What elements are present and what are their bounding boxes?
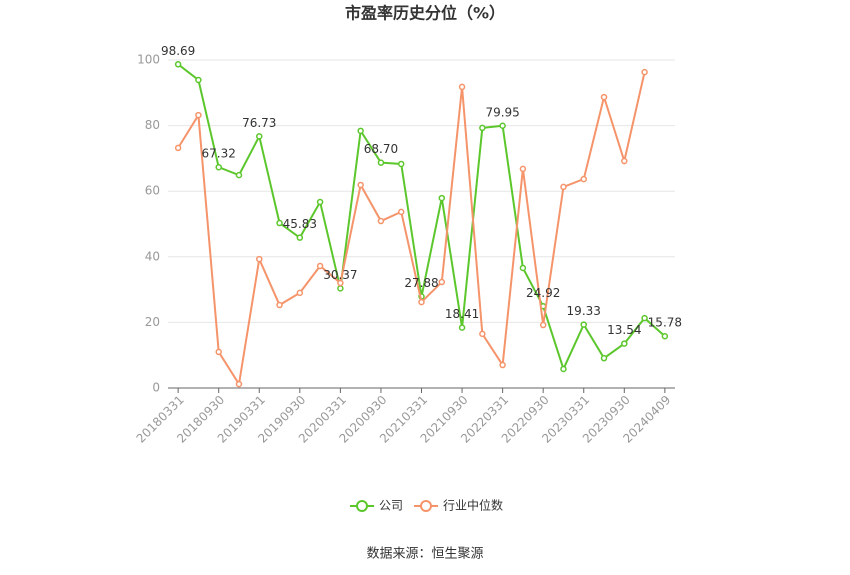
series (174, 61, 669, 373)
point (560, 183, 567, 191)
point (276, 219, 283, 227)
y-tick-label: 40 (145, 249, 160, 263)
point (641, 68, 648, 76)
point (519, 264, 527, 272)
point (256, 255, 263, 263)
data-label: 19.33 (567, 304, 601, 318)
point (337, 285, 344, 292)
point (397, 208, 405, 216)
point (479, 330, 486, 338)
point (256, 133, 263, 140)
point (377, 217, 385, 225)
legend-marker (420, 500, 432, 512)
series-line (177, 71, 646, 387)
data-label: 24.92 (526, 286, 560, 300)
y-tick-label: 60 (145, 184, 160, 198)
data-label: 30.37 (323, 268, 357, 282)
data-label: 27.88 (404, 276, 438, 290)
data-label: 98.69 (161, 44, 195, 58)
point (479, 124, 486, 132)
point (276, 301, 283, 309)
source-note: 数据来源：恒生聚源 (366, 547, 483, 562)
point (499, 122, 506, 130)
point (235, 380, 243, 388)
point (560, 365, 567, 373)
data-label: 79.95 (485, 105, 519, 119)
y-tick-label: 20 (145, 315, 160, 329)
point (357, 127, 364, 135)
data-label: 67.32 (202, 147, 236, 161)
point (580, 321, 587, 328)
point (195, 111, 202, 119)
point (337, 279, 344, 287)
point (600, 354, 608, 362)
point (296, 234, 304, 241)
point (357, 181, 364, 189)
point (418, 298, 425, 306)
point (641, 314, 648, 322)
point (316, 262, 324, 270)
point (174, 61, 182, 68)
data-label: 45.83 (283, 217, 317, 231)
data-label: 15.78 (648, 316, 682, 330)
chart-title: 市盈率历史分位（%） (345, 4, 505, 23)
point (600, 93, 608, 101)
point (377, 159, 385, 166)
legend-label: 行业中位数 (443, 498, 503, 513)
y-tick-label: 0 (152, 381, 160, 395)
point (621, 157, 628, 165)
point (458, 324, 466, 331)
point (458, 83, 466, 91)
point (397, 160, 405, 168)
point (316, 198, 324, 206)
y-tick-label: 100 (137, 53, 160, 67)
y-tick-label: 80 (145, 118, 160, 132)
series-line (177, 63, 666, 372)
data-label: 13.54 (607, 323, 641, 337)
point (195, 76, 202, 84)
data-label: 18.41 (445, 307, 479, 321)
point (296, 289, 304, 297)
point (519, 165, 527, 173)
point (499, 361, 506, 369)
point (580, 175, 587, 183)
point (661, 332, 669, 340)
data-label: 76.73 (242, 116, 276, 130)
point (438, 278, 446, 286)
point (215, 348, 222, 356)
series (174, 68, 648, 388)
legend-marker (356, 500, 368, 512)
point (539, 321, 547, 329)
point (438, 194, 446, 202)
point (235, 171, 243, 179)
legend-label: 公司 (379, 499, 403, 513)
data-label: 68.70 (364, 142, 398, 156)
point (174, 144, 182, 152)
point (215, 163, 222, 171)
point (621, 340, 628, 347)
